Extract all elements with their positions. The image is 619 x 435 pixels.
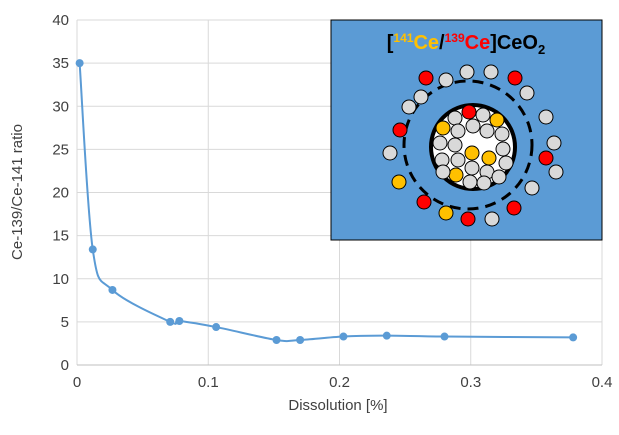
particle xyxy=(508,71,522,85)
particle xyxy=(402,100,416,114)
point xyxy=(569,333,577,341)
particle xyxy=(451,124,465,138)
particle xyxy=(449,168,463,182)
particle xyxy=(492,170,506,184)
particle xyxy=(463,175,477,189)
point xyxy=(383,332,391,340)
point xyxy=(273,336,281,344)
point xyxy=(108,286,116,294)
particle xyxy=(476,108,490,122)
point xyxy=(175,317,183,325)
particle xyxy=(499,156,513,170)
point xyxy=(339,333,347,341)
y-tick-label: 5 xyxy=(61,314,69,331)
y-tick-label: 35 xyxy=(52,55,69,72)
x-tick-label: 0.2 xyxy=(329,374,350,391)
point xyxy=(76,59,84,67)
particle xyxy=(417,195,431,209)
particle xyxy=(466,119,480,133)
point xyxy=(166,318,174,326)
particle xyxy=(525,181,539,195)
y-tick-label: 25 xyxy=(52,141,69,158)
particle xyxy=(549,165,563,179)
point xyxy=(441,333,449,341)
point xyxy=(212,323,220,331)
particle xyxy=(462,105,476,119)
particle xyxy=(393,123,407,137)
particle xyxy=(539,110,553,124)
y-tick-label: 0 xyxy=(61,357,69,374)
particle xyxy=(484,65,498,79)
particle xyxy=(392,175,406,189)
particle xyxy=(448,138,462,152)
particle xyxy=(419,71,433,85)
particle xyxy=(490,113,504,127)
y-tick-label: 30 xyxy=(52,98,69,115)
x-axis-label: Dissolution [%] xyxy=(288,397,387,414)
particle xyxy=(539,151,553,165)
y-tick-label: 10 xyxy=(52,271,69,288)
particle xyxy=(439,206,453,220)
particle xyxy=(465,161,479,175)
particle xyxy=(383,146,397,160)
particle xyxy=(477,176,491,190)
x-tick-label: 0.3 xyxy=(460,374,481,391)
y-axis-label: Ce-139/Ce-141 ratio xyxy=(9,124,26,260)
particle xyxy=(433,136,447,150)
particle xyxy=(507,201,521,215)
point xyxy=(89,245,97,253)
particle xyxy=(465,146,479,160)
particle xyxy=(547,136,561,150)
particle xyxy=(496,142,510,156)
particle xyxy=(480,124,494,138)
x-tick-label: 0 xyxy=(73,374,81,391)
y-tick-label: 15 xyxy=(52,228,69,245)
x-tick-label: 0.1 xyxy=(198,374,219,391)
particle xyxy=(495,127,509,141)
particle xyxy=(460,65,474,79)
particle xyxy=(461,212,475,226)
particle xyxy=(485,212,499,226)
particle xyxy=(436,165,450,179)
particle xyxy=(482,151,496,165)
y-tick-label: 40 xyxy=(52,12,69,29)
chart: Dissolution [%] Ce-139/Ce-141 ratio 0 5 10… xyxy=(0,0,619,430)
y-tick-label: 20 xyxy=(52,185,69,202)
page: {"chart_data":{"type":"scatter","smooth"… xyxy=(0,0,619,435)
point xyxy=(296,336,304,344)
inset: [141Ce/139Ce]CeO2 xyxy=(331,20,602,240)
particle xyxy=(451,153,465,167)
particle xyxy=(436,121,450,135)
particle xyxy=(448,111,462,125)
particle xyxy=(520,86,534,100)
x-tick-label: 0.4 xyxy=(592,374,613,391)
particle xyxy=(414,90,428,104)
particle xyxy=(439,73,453,87)
